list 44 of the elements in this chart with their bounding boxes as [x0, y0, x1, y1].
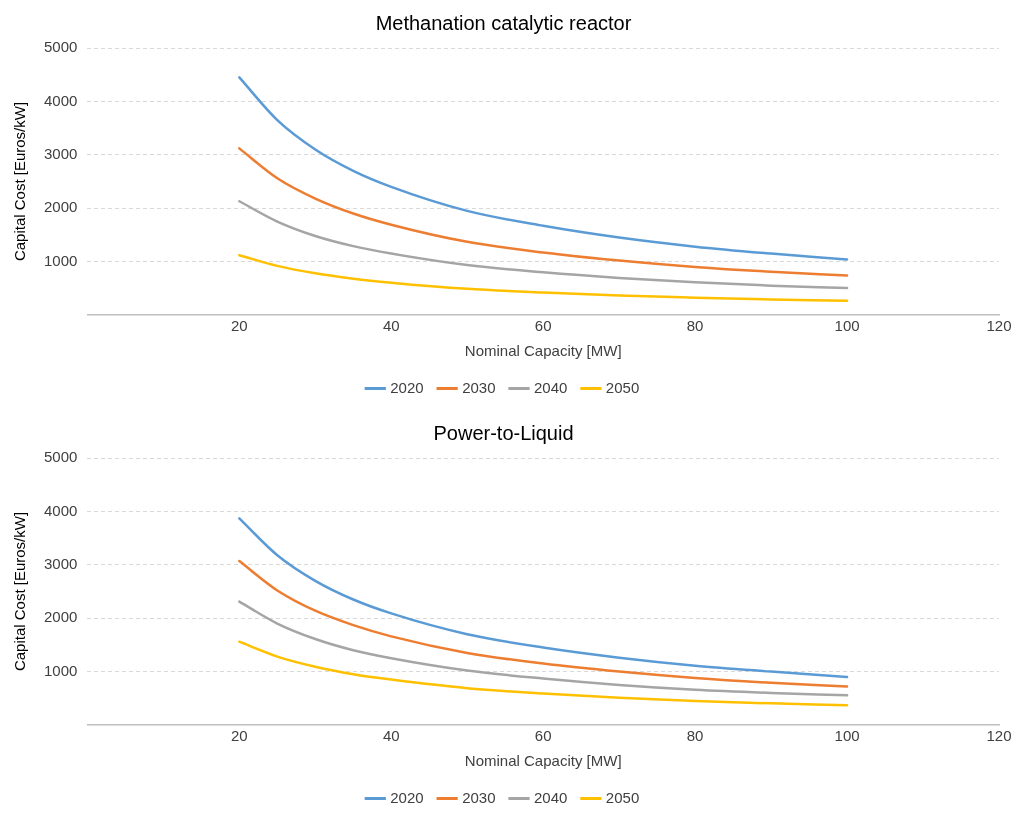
y-tick-label: 3000 [43, 554, 78, 572]
x-tick-label: 80 [686, 727, 704, 745]
line-series [238, 147, 849, 277]
y-tick-label: 5000 [43, 38, 78, 56]
y-tick-label: 4000 [43, 501, 78, 519]
x-tick-label: 60 [534, 727, 552, 745]
x-tick-label: 120 [986, 727, 1012, 745]
line-series [238, 559, 849, 688]
y-axis-title: Capital Cost [Euros/kW] [11, 511, 29, 672]
line-series [238, 200, 849, 290]
y-tick-label: 1000 [43, 661, 78, 679]
x-tick-label: 120 [986, 317, 1012, 335]
x-axis-title: Nominal Capacity [MW] [464, 752, 622, 770]
line-series [238, 517, 849, 679]
line-series [238, 600, 849, 697]
legend-label: 2020 [390, 378, 424, 396]
line-series [238, 253, 849, 303]
y-tick-label: 1000 [43, 251, 78, 269]
x-tick-label: 80 [686, 317, 704, 335]
chart-title: Methanation catalytic reactor [375, 11, 632, 34]
y-tick-label: 2000 [43, 608, 78, 626]
x-axis-title: Nominal Capacity [MW] [464, 342, 622, 360]
x-tick-label: 100 [834, 727, 860, 745]
legend-label: 2030 [462, 378, 496, 396]
y-tick-label: 5000 [43, 448, 78, 466]
y-tick-label: 3000 [43, 144, 78, 162]
line-series [238, 640, 849, 707]
y-tick-label: 4000 [43, 91, 78, 109]
x-tick-label: 20 [230, 727, 248, 745]
legend-label: 2040 [534, 378, 568, 396]
line-series [238, 76, 849, 261]
x-tick-label: 20 [230, 317, 248, 335]
legend-label: 2030 [462, 788, 496, 806]
x-tick-label: 60 [534, 317, 552, 335]
legend-label: 2050 [605, 378, 640, 396]
legend-label: 2050 [605, 788, 640, 806]
x-tick-label: 100 [834, 317, 860, 335]
legend-label: 2040 [534, 788, 568, 806]
x-tick-label: 40 [382, 317, 400, 335]
x-tick-label: 40 [382, 727, 400, 745]
legend-label: 2020 [390, 788, 424, 806]
y-tick-label: 2000 [43, 198, 78, 216]
chart-title: Power-to-Liquid [433, 421, 574, 444]
y-axis-title: Capital Cost [Euros/kW] [11, 101, 29, 262]
